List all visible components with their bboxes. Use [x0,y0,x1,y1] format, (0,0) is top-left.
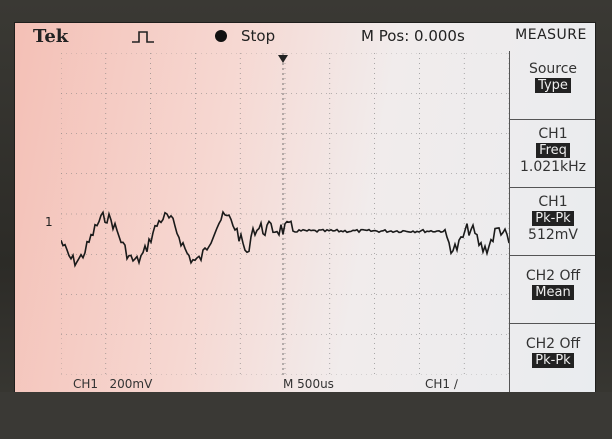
instrument-frame [0,392,612,439]
measure-channel: CH1 [538,126,568,142]
measure-type: Mean [532,285,574,300]
menu-item-ch1-freq[interactable]: CH1 Freq 1.021kHz [510,119,595,187]
filled-circle-icon [215,30,227,42]
menu-item-selected: Type [535,78,571,93]
measure-channel: CH2 Off [525,268,581,284]
menu-item-label: Source [528,61,578,77]
measure-type: Pk-Pk [532,211,574,226]
menu-item-ch2-mean[interactable]: CH2 Off Mean [510,255,595,323]
measure-channel: CH2 Off [525,336,581,352]
measure-menu: Source Type CH1 Freq 1.021kHz CH1 Pk-Pk … [509,51,595,393]
graticule [61,53,509,375]
position-readout: M Pos: 0.000s [361,27,465,45]
ch1-trace [61,210,509,268]
waveform-display [61,53,509,375]
scope-screen: Tek Stop M Pos: 0.000s MEASURE 1 Source … [14,22,596,394]
brand-logo: Tek [33,26,69,47]
volts-div: 200mV [109,377,153,391]
pulse-waveform-icon [132,31,154,43]
settings-readout: CH1 200mV M 500us CH1 ∕ −29.9mV [15,377,509,393]
menu-item-ch2-pkpk[interactable]: CH2 Off Pk-Pk [510,323,595,393]
channel-scale: CH1 200mV [73,377,152,391]
menu-item-ch1-pkpk[interactable]: CH1 Pk-Pk 512mV [510,187,595,255]
measure-value: 512mV [528,227,578,243]
menu-item-source-type[interactable]: Source Type [510,51,595,119]
ch1-ground-marker: 1 [45,215,53,229]
measure-value: 1.021kHz [519,159,587,175]
measure-channel: CH1 [538,194,568,210]
timebase-readout: M 500us [283,377,334,391]
menu-title: MEASURE [515,27,587,43]
status-bar: Tek Stop M Pos: 0.000s MEASURE [15,23,595,51]
channel-label: CH1 [73,377,99,391]
measure-type: Freq [536,143,570,158]
measure-type: Pk-Pk [532,353,574,368]
trigger-arrow-icon [278,55,288,63]
run-state: Stop [241,27,276,45]
